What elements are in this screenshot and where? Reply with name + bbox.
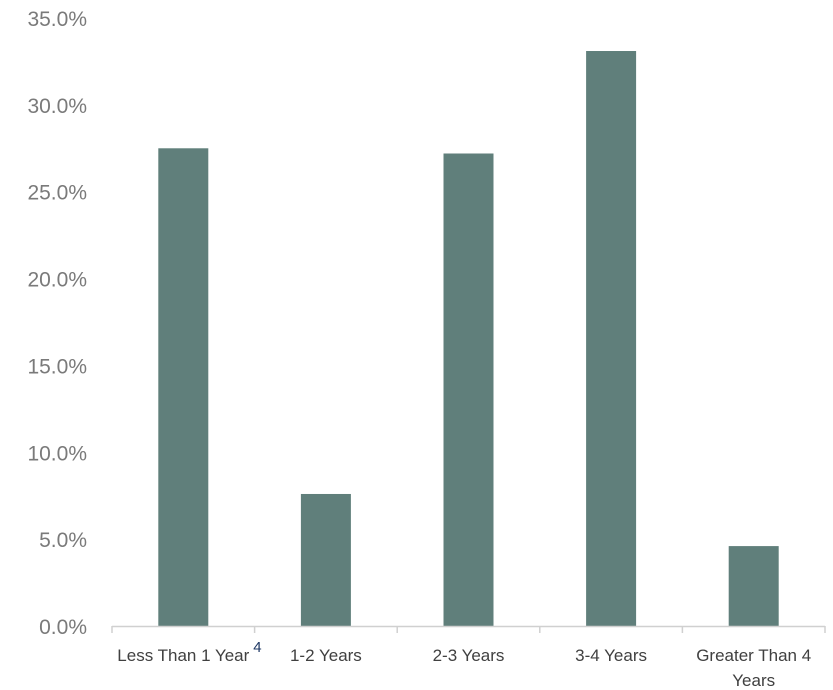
- y-tick-label: 30.0%: [27, 95, 87, 118]
- bar: [443, 153, 494, 627]
- bar: [586, 51, 637, 626]
- bar: [728, 546, 779, 626]
- x-tick-label: 3-4 Years: [575, 646, 647, 665]
- x-tick-label: Greater Than 4 Years: [696, 646, 811, 690]
- y-tick-label: 15.0%: [27, 355, 87, 378]
- bar: [300, 493, 351, 626]
- y-tick-label: 0.0%: [39, 616, 87, 639]
- annotations: 4: [253, 639, 261, 656]
- y-axis-ticks: 0.0% 5.0% 10.0% 15.0% 20.0% 25.0% 30.0% 35.0%: [27, 8, 87, 639]
- y-tick-label: 20.0%: [27, 269, 87, 292]
- x-tick-label: 2-3 Years: [433, 646, 505, 665]
- footnote-marker: 4: [253, 639, 261, 656]
- y-tick-label: 10.0%: [27, 442, 87, 465]
- x-tick-label: Less Than 1 Year: [117, 646, 249, 665]
- y-tick-label: 5.0%: [39, 529, 87, 552]
- bar: [158, 148, 209, 627]
- y-tick-label: 35.0%: [27, 8, 87, 31]
- x-axis-labels: Less Than 1 Year 1-2 Years 2-3 Years 3-4 Ye…: [117, 646, 811, 690]
- bars: [158, 51, 779, 627]
- x-tick-label: 1-2 Years: [290, 646, 362, 665]
- y-tick-label: 25.0%: [27, 182, 87, 205]
- x-axis-tick-marks: [111, 626, 826, 633]
